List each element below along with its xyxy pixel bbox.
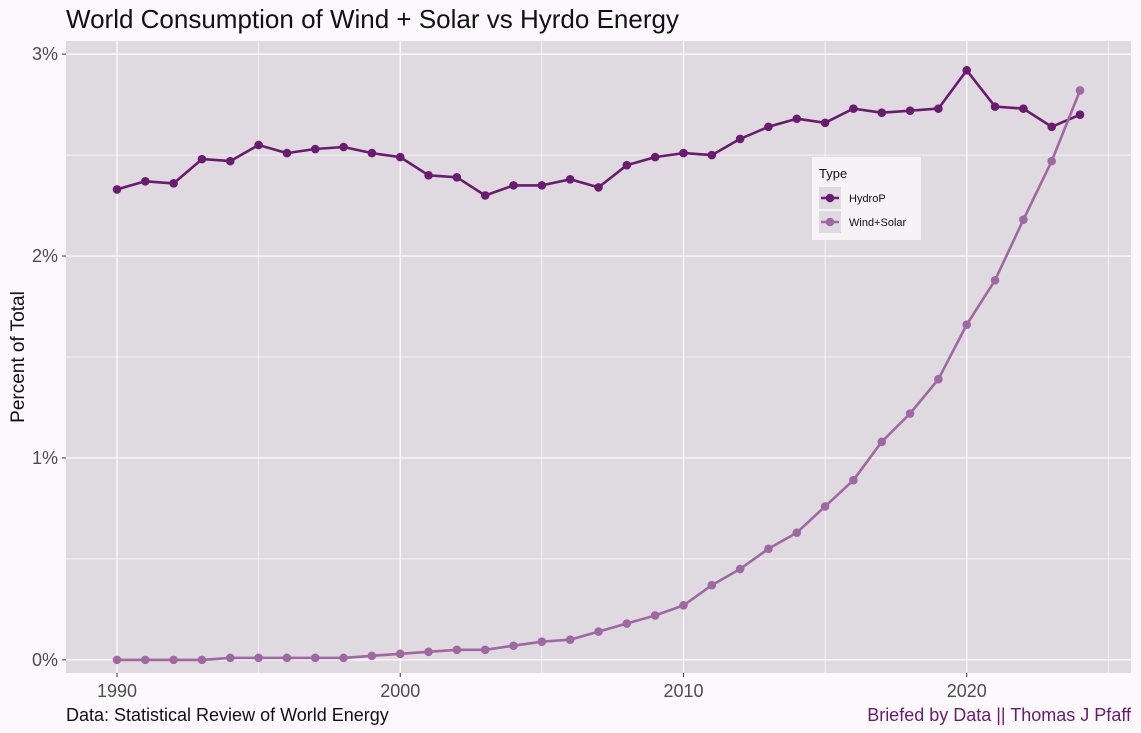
data-point-wind-solar (650, 611, 660, 620)
data-point-hydrop (650, 152, 660, 162)
data-point-hydrop (310, 144, 320, 154)
chart-title: World Consumption of Wind + Solar vs Hyr… (66, 4, 679, 34)
data-point-hydrop (367, 148, 377, 158)
data-point-wind-solar (820, 502, 830, 511)
data-point-hydrop (877, 108, 887, 117)
x-tick-label: 2000 (380, 681, 420, 701)
legend-label: HydroP (849, 193, 886, 205)
source-note: Data: Statistical Review of World Energy (66, 705, 389, 725)
data-point-hydrop (480, 191, 490, 200)
legend-title: Type (819, 166, 847, 181)
data-point-wind-solar (1075, 86, 1085, 95)
data-point-hydrop (622, 160, 632, 170)
data-point-wind-solar (254, 653, 263, 663)
data-point-hydrop (537, 181, 547, 190)
data-point-wind-solar (225, 653, 235, 663)
data-point-wind-solar (905, 409, 915, 418)
data-point-hydrop (1047, 122, 1056, 132)
legend-key-point (825, 217, 835, 227)
data-point-hydrop (565, 175, 575, 184)
data-point-hydrop (679, 148, 688, 158)
data-point-hydrop (112, 185, 122, 194)
data-point-hydrop (849, 104, 858, 113)
data-point-wind-solar (877, 437, 887, 447)
data-point-wind-solar (990, 275, 1000, 285)
data-point-hydrop (395, 152, 405, 162)
data-point-wind-solar (735, 564, 745, 574)
data-point-wind-solar (565, 635, 575, 644)
x-tick-label: 1990 (97, 681, 137, 701)
data-point-hydrop (962, 65, 972, 75)
data-point-hydrop (1075, 110, 1085, 119)
y-axis-title: Percent of Total (8, 291, 29, 423)
data-point-wind-solar (282, 653, 292, 663)
data-point-wind-solar (537, 637, 547, 647)
data-point-wind-solar (622, 619, 632, 628)
axes: 1990 2000 2010 2020 0% 1% 2% 3% (32, 44, 987, 701)
data-point-hydrop (990, 102, 1000, 111)
data-point-wind-solar (792, 528, 802, 537)
data-point-wind-solar (594, 627, 603, 636)
series-layer (112, 65, 1085, 665)
data-point-hydrop (197, 154, 207, 164)
data-point-hydrop (707, 150, 717, 160)
y-tick-label: 2% (32, 246, 58, 266)
data-point-hydrop (452, 172, 462, 182)
data-point-hydrop (1019, 104, 1028, 113)
x-tick-label: 2010 (663, 681, 703, 701)
data-point-wind-solar (310, 653, 320, 663)
data-point-wind-solar (141, 655, 150, 665)
data-point-hydrop (905, 106, 915, 115)
grid-lines (66, 41, 1131, 673)
data-point-wind-solar (367, 651, 377, 661)
data-point-wind-solar (197, 655, 207, 665)
data-point-wind-solar (169, 655, 178, 665)
data-point-wind-solar (764, 544, 773, 554)
data-point-wind-solar (934, 374, 943, 384)
data-point-wind-solar (112, 655, 122, 665)
data-point-hydrop (225, 156, 235, 166)
data-point-hydrop (424, 170, 433, 180)
legend-label: Wind+Solar (849, 217, 907, 229)
data-point-hydrop (735, 134, 745, 144)
data-point-hydrop (282, 148, 292, 158)
data-point-hydrop (254, 140, 263, 150)
data-point-wind-solar (480, 645, 490, 655)
series-hydrop (112, 65, 1085, 200)
data-point-hydrop (820, 118, 830, 128)
x-tick-label: 2020 (947, 681, 987, 701)
data-point-wind-solar (1047, 156, 1056, 166)
data-point-hydrop (764, 122, 773, 132)
data-point-wind-solar (679, 601, 688, 610)
data-point-hydrop (169, 179, 178, 188)
y-tick-label: 3% (32, 44, 58, 64)
y-tick-label: 1% (32, 448, 58, 468)
legend-key-point (825, 193, 835, 203)
data-point-wind-solar (1019, 215, 1028, 224)
data-point-wind-solar (707, 580, 717, 590)
y-tick-label: 0% (32, 650, 58, 670)
data-point-wind-solar (424, 647, 433, 657)
data-point-hydrop (339, 142, 348, 152)
data-point-wind-solar (452, 645, 462, 655)
credit: Briefed by Data || Thomas J Pfaff (867, 705, 1131, 725)
data-point-hydrop (141, 177, 150, 186)
data-point-hydrop (792, 114, 802, 124)
data-point-hydrop (509, 181, 518, 190)
data-point-hydrop (594, 183, 603, 192)
data-point-wind-solar (509, 641, 518, 651)
data-point-wind-solar (849, 475, 858, 485)
data-point-wind-solar (395, 649, 405, 659)
data-point-wind-solar (339, 653, 348, 663)
data-point-wind-solar (962, 320, 972, 329)
series-wind-solar (112, 86, 1085, 665)
data-point-hydrop (934, 104, 943, 113)
